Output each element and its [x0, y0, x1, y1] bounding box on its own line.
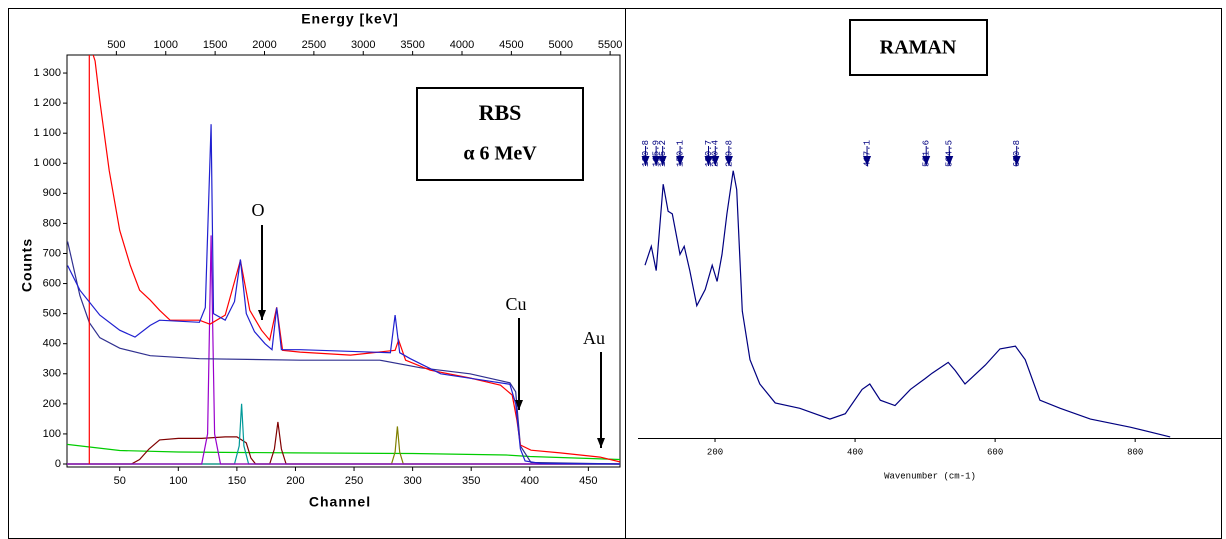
series-line: [67, 241, 620, 465]
arrow-head: [652, 156, 661, 166]
x-tick-label: 100: [169, 475, 187, 487]
y-tick-label: 0: [55, 458, 61, 470]
x-tick-label: 800: [1127, 447, 1143, 457]
x-axis-label: Channel: [309, 494, 371, 510]
series-line: [67, 124, 620, 465]
x-axis-label: Wavenumber (cm-1): [884, 471, 976, 481]
y-tick-label: 700: [43, 247, 61, 259]
y-tick-label: 500: [43, 308, 61, 320]
arrow-head: [515, 400, 523, 410]
x2-tick-label: 1500: [203, 39, 227, 51]
annotation: Au: [583, 328, 605, 348]
y-tick-label: 300: [43, 368, 61, 380]
plot-area: [644, 170, 1171, 438]
annotation: α 6 MeV: [463, 143, 537, 165]
y-tick-label: 900: [43, 187, 61, 199]
x-tick-label: 350: [462, 475, 480, 487]
x-tick-label: 200: [286, 475, 304, 487]
arrow-head: [724, 156, 733, 166]
series-line: [644, 170, 1171, 438]
y-tick-label: 100: [43, 428, 61, 440]
x-tick-label: 400: [847, 447, 863, 457]
x2-tick-label: 2000: [252, 39, 276, 51]
y-tick-label: 1 000: [33, 157, 61, 169]
y-tick-label: 1 200: [33, 97, 61, 109]
rbs-box: [416, 87, 584, 181]
x-tick-label: 600: [987, 447, 1003, 457]
x-tick-label: 200: [707, 447, 723, 457]
x-tick-label: 400: [521, 475, 539, 487]
arrow-head: [863, 156, 872, 166]
y-axis-label: Counts: [19, 238, 35, 292]
plot-area: [67, 55, 620, 465]
arrow-head: [597, 438, 605, 448]
x2-tick-label: 4500: [499, 39, 523, 51]
x2-tick-label: 500: [107, 39, 125, 51]
y-tick-label: 200: [43, 398, 61, 410]
series-line: [67, 421, 620, 465]
x-tick-label: 50: [114, 475, 126, 487]
x2-tick-label: 4000: [450, 39, 474, 51]
chart-title: RAMAN: [880, 37, 957, 59]
arrow-head: [704, 156, 713, 166]
y-tick-label: 1 100: [33, 127, 61, 139]
arrow-head: [1012, 156, 1021, 166]
series-line: [88, 55, 620, 464]
x-tick-label: 150: [228, 475, 246, 487]
x2-tick-label: 3500: [400, 39, 424, 51]
arrow-head: [676, 156, 685, 166]
arrow-head: [641, 156, 650, 166]
x2-tick-label: 3000: [351, 39, 375, 51]
annotation: RBS: [479, 100, 522, 125]
x2-tick-label: 2500: [302, 39, 326, 51]
annotation: Cu: [505, 294, 526, 314]
x2-axis-label: Energy [keV]: [301, 11, 399, 27]
y-tick-label: 400: [43, 338, 61, 350]
arrow-head: [945, 156, 954, 166]
x-tick-label: 450: [579, 475, 597, 487]
x2-tick-label: 5500: [598, 39, 622, 51]
y-tick-label: 600: [43, 277, 61, 289]
series-line: [67, 443, 620, 461]
raman-box: [849, 19, 988, 76]
x-tick-label: 300: [403, 475, 421, 487]
x-tick-label: 250: [345, 475, 363, 487]
x2-tick-label: 5000: [549, 39, 573, 51]
arrow-head: [922, 156, 931, 166]
x2-tick-label: 1000: [154, 39, 178, 51]
arrow-head: [658, 156, 667, 166]
y-tick-label: 800: [43, 217, 61, 229]
annotation: O: [252, 200, 265, 220]
arrow-head: [258, 310, 266, 320]
y-tick-label: 1 300: [33, 67, 61, 79]
arrow-head: [711, 156, 720, 166]
series-line: [67, 235, 620, 465]
